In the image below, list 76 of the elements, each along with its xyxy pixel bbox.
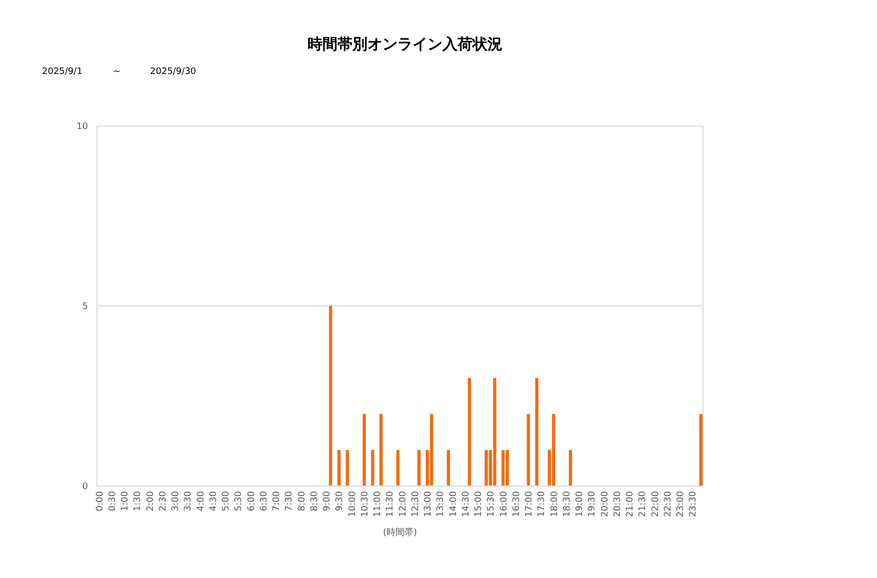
bar: [468, 378, 472, 486]
x-tick-label: 1:00: [120, 490, 131, 512]
x-tick-label: 9:00: [322, 490, 333, 512]
chart-title: 時間帯別オンライン入荷状況: [308, 35, 502, 53]
bar: [493, 378, 496, 486]
text: 2025/9/1: [42, 67, 82, 77]
x-tick-label: 17:30: [537, 490, 548, 517]
y-tick-label: 10: [76, 122, 88, 132]
x-tick-label: 19:00: [575, 490, 586, 517]
x-tick-label: 20:30: [612, 490, 623, 517]
y-tick-label: 0: [82, 482, 88, 492]
bar: [371, 450, 374, 486]
x-tick-label: 16:30: [512, 490, 522, 517]
x-tick-label: 8:30: [310, 490, 320, 512]
x-tick-label: 7:00: [272, 490, 282, 512]
text: 2025/9/30: [150, 67, 196, 77]
text: ~: [113, 67, 121, 77]
x-tick-label: 23:00: [676, 490, 686, 517]
bar: [446, 450, 450, 486]
x-tick-label: 0:30: [108, 490, 118, 512]
x-tick-label: 20:00: [600, 490, 610, 517]
bar: [430, 414, 434, 486]
x-tick-label: 13:30: [436, 490, 446, 517]
x-tick-label: 15:00: [474, 490, 484, 517]
x-tick-label: 12:00: [398, 490, 408, 517]
x-tick-label: 3:30: [184, 490, 194, 512]
bar: [699, 414, 702, 486]
x-tick-label: 6:00: [246, 490, 257, 512]
bar: [417, 450, 421, 486]
x-tick-label: 9:30: [335, 490, 346, 512]
x-tick-label: 15:30: [486, 490, 497, 517]
x-tick-label: 5:30: [234, 490, 244, 512]
x-tick-label: 6:30: [259, 490, 270, 512]
bar: [526, 414, 530, 486]
x-tick-label: 12:30: [410, 490, 421, 517]
bar: [362, 414, 366, 486]
x-tick-label: 13:00: [424, 490, 434, 517]
x-tick-label: 21:00: [626, 490, 636, 517]
x-tick-label: 4:00: [196, 490, 206, 512]
x-tick-label: 2:30: [158, 490, 168, 512]
x-tick-label: 10:00: [348, 490, 358, 517]
x-tick-label: 19:30: [588, 490, 598, 517]
bar: [552, 414, 556, 486]
x-axis-title: (時間帯): [382, 527, 418, 538]
x-tick-label: 1:30: [133, 490, 144, 512]
bar: [506, 450, 509, 486]
x-tick-label: 18:00: [550, 490, 560, 517]
x-tick-label: 2:00: [146, 490, 156, 512]
bar: [568, 450, 572, 486]
x-tick-label: 23:30: [688, 490, 699, 517]
x-tick-label: 10:30: [360, 490, 370, 517]
x-tick-label: 0:00: [95, 490, 106, 512]
y-tick-label: 5: [82, 302, 88, 312]
x-tick-label: 11:00: [373, 490, 384, 517]
bar: [379, 414, 383, 486]
bar: [346, 450, 349, 486]
bar: [484, 450, 488, 486]
x-tick-label: 11:30: [386, 490, 396, 517]
x-tick-label: 22:00: [650, 490, 661, 517]
x-tick-label: 17:00: [524, 490, 535, 517]
x-tick-label: 8:00: [297, 490, 308, 512]
x-tick-label: 14:00: [448, 490, 459, 517]
bar: [328, 306, 332, 486]
x-tick-label: 16:00: [499, 490, 510, 517]
x-tick-label: 18:30: [562, 490, 572, 517]
bar: [337, 450, 341, 486]
bar: [396, 450, 400, 486]
bar: [535, 378, 538, 486]
bar: [502, 450, 505, 486]
x-tick-label: 7:30: [284, 490, 295, 512]
x-tick-label: 3:00: [171, 490, 182, 512]
x-tick-label: 21:30: [638, 490, 648, 517]
x-tick-label: 5:00: [222, 490, 232, 512]
x-tick-label: 14:30: [461, 490, 472, 517]
x-tick-label: 22:30: [663, 490, 674, 517]
x-tick-label: 4:30: [208, 490, 219, 512]
